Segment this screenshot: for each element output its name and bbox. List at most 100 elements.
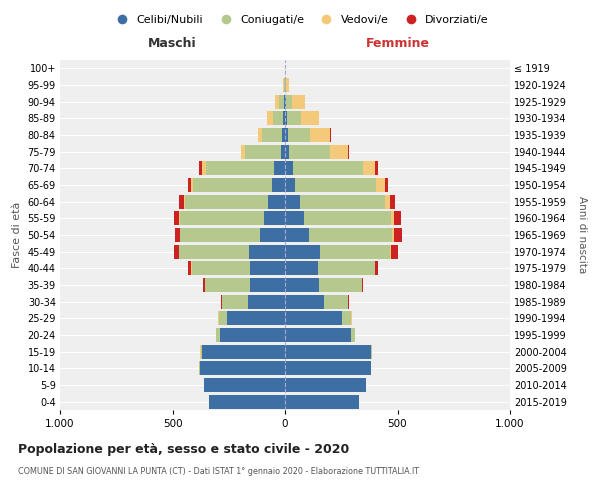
Bar — [283, 78, 284, 92]
Bar — [206, 162, 274, 175]
Bar — [191, 178, 193, 192]
Bar — [275, 94, 280, 109]
Text: Maschi: Maschi — [148, 37, 197, 50]
Bar — [199, 361, 285, 376]
Bar — [262, 128, 283, 142]
Bar — [285, 211, 304, 226]
Bar — [179, 244, 249, 259]
Bar — [376, 178, 385, 192]
Bar — [286, 78, 289, 92]
Bar — [325, 294, 348, 308]
Bar — [289, 144, 329, 159]
Bar — [295, 178, 376, 192]
Bar — [283, 112, 285, 126]
Bar — [391, 244, 398, 259]
Bar — [245, 144, 281, 159]
Bar — [184, 194, 185, 209]
Bar — [347, 144, 349, 159]
Bar — [385, 178, 388, 192]
Bar — [249, 244, 285, 259]
Bar — [217, 328, 220, 342]
Bar — [250, 261, 285, 276]
Bar — [202, 344, 285, 359]
Bar — [274, 162, 285, 175]
Text: Femmine: Femmine — [365, 37, 430, 50]
Bar — [285, 394, 359, 409]
Bar — [203, 278, 205, 292]
Bar — [220, 328, 285, 342]
Bar — [385, 194, 389, 209]
Bar — [205, 278, 250, 292]
Bar — [227, 311, 285, 326]
Bar — [218, 311, 227, 326]
Bar — [285, 378, 366, 392]
Bar — [285, 178, 295, 192]
Bar — [285, 78, 286, 92]
Bar — [285, 112, 287, 126]
Bar — [175, 244, 179, 259]
Bar — [199, 162, 202, 175]
Bar — [288, 128, 310, 142]
Bar — [181, 228, 260, 242]
Bar — [285, 162, 293, 175]
Text: Anni di nascita: Anni di nascita — [577, 196, 587, 274]
Bar — [304, 211, 391, 226]
Bar — [293, 162, 362, 175]
Bar — [394, 228, 401, 242]
Bar — [193, 178, 271, 192]
Bar — [287, 112, 301, 126]
Bar — [248, 294, 285, 308]
Bar — [352, 328, 355, 342]
Bar — [260, 228, 285, 242]
Bar — [263, 211, 285, 226]
Bar — [389, 194, 395, 209]
Bar — [320, 244, 389, 259]
Bar — [285, 128, 288, 142]
Bar — [285, 94, 286, 109]
Bar — [250, 278, 285, 292]
Bar — [191, 261, 250, 276]
Bar — [280, 94, 284, 109]
Bar — [319, 278, 361, 292]
Bar — [362, 162, 375, 175]
Bar — [376, 261, 378, 276]
Bar — [271, 178, 285, 192]
Bar — [285, 311, 343, 326]
Text: Popolazione per età, sesso e stato civile - 2020: Popolazione per età, sesso e stato civil… — [18, 442, 349, 456]
Bar — [375, 162, 379, 175]
Bar — [392, 228, 394, 242]
Bar — [241, 144, 245, 159]
Bar — [222, 294, 248, 308]
Bar — [185, 194, 268, 209]
Bar — [175, 228, 180, 242]
Bar — [391, 211, 394, 226]
Bar — [285, 244, 320, 259]
Bar — [285, 261, 317, 276]
Bar — [180, 228, 181, 242]
Bar — [285, 144, 289, 159]
Bar — [301, 112, 319, 126]
Bar — [389, 244, 391, 259]
Y-axis label: Fasce di età: Fasce di età — [12, 202, 22, 268]
Bar — [283, 128, 285, 142]
Bar — [285, 228, 308, 242]
Bar — [285, 294, 325, 308]
Bar — [273, 112, 283, 126]
Text: COMUNE DI SAN GIOVANNI LA PUNTA (CT) - Dati ISTAT 1° gennaio 2020 - Elaborazione: COMUNE DI SAN GIOVANNI LA PUNTA (CT) - D… — [18, 468, 419, 476]
Bar — [310, 128, 331, 142]
Bar — [285, 278, 319, 292]
Bar — [281, 144, 285, 159]
Bar — [362, 278, 363, 292]
Bar — [181, 211, 263, 226]
Bar — [285, 361, 371, 376]
Bar — [285, 328, 352, 342]
Bar — [308, 228, 392, 242]
Bar — [221, 294, 222, 308]
Bar — [179, 211, 181, 226]
Legend: Celibi/Nubili, Coniugati/e, Vedovi/e, Divorziati/e: Celibi/Nubili, Coniugati/e, Vedovi/e, Di… — [107, 10, 493, 29]
Bar — [188, 261, 191, 276]
Bar — [286, 94, 292, 109]
Bar — [329, 144, 347, 159]
Bar — [299, 194, 385, 209]
Bar — [202, 162, 206, 175]
